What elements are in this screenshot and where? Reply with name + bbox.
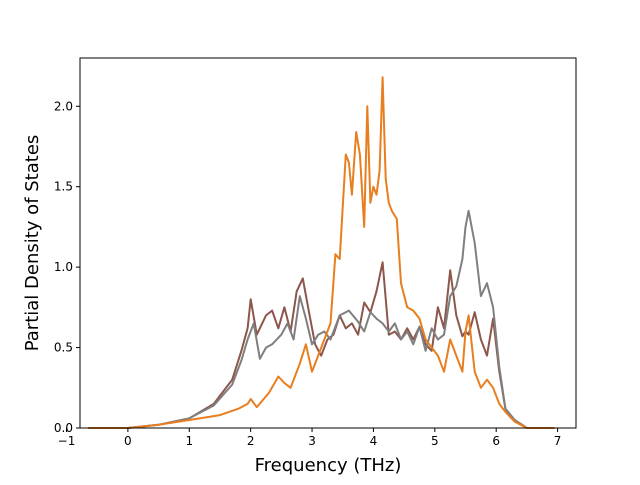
tick-layer: −1 0 1 2 3 4 5 6 7 0.0 0.5 1.0 1.5 2.0 xyxy=(54,99,561,448)
y-tick-label: 1.5 xyxy=(54,180,73,194)
y-tick-label: 1.0 xyxy=(54,260,73,274)
x-tick-label: 1 xyxy=(185,434,193,448)
x-tick-label: 2 xyxy=(247,434,255,448)
x-tick-label: 6 xyxy=(492,434,500,448)
series-line-2 xyxy=(88,209,555,429)
x-tick-label: 5 xyxy=(431,434,439,448)
y-axis-label: Partial Density of States xyxy=(22,135,43,352)
x-axis-label: Frequency (THz) xyxy=(255,455,402,476)
x-tick-label: 3 xyxy=(308,434,316,448)
y-tick-label: 0.5 xyxy=(54,341,73,355)
x-tick-label: 7 xyxy=(554,434,562,448)
series-line-3 xyxy=(88,76,555,429)
x-tick-label: −1 xyxy=(58,434,76,448)
plot-frame xyxy=(79,57,577,429)
series-layer xyxy=(88,76,555,429)
y-tick-label: 2.0 xyxy=(54,99,73,113)
x-tick-label: 0 xyxy=(124,434,132,448)
y-tick-label: 0.0 xyxy=(54,421,73,435)
x-tick-label: 4 xyxy=(370,434,378,448)
